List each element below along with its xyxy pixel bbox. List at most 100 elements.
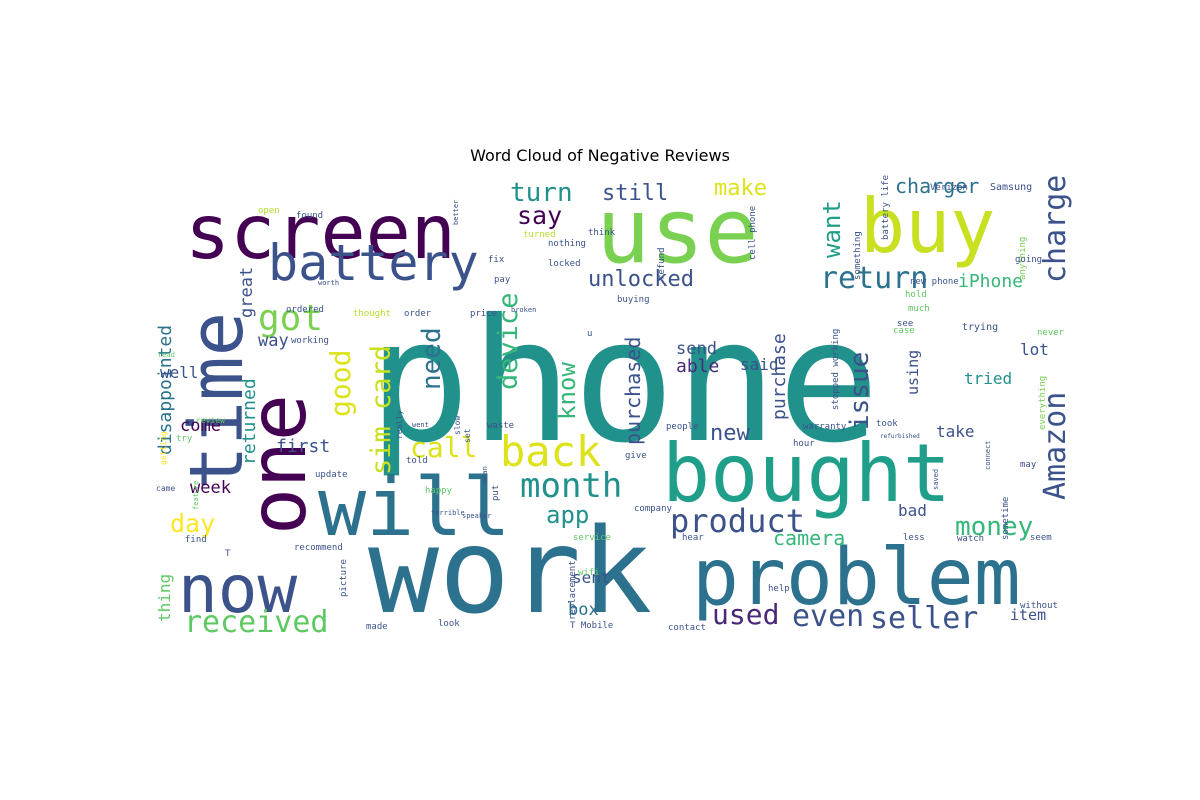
word-way: way	[258, 331, 289, 351]
word-mean: mean	[481, 466, 489, 483]
word-wifi: wifi	[578, 568, 600, 578]
word-hour: hour	[793, 439, 815, 449]
word-without: without	[1020, 601, 1058, 611]
word-better: better	[452, 200, 460, 225]
word-find: find	[185, 535, 207, 545]
word-went: went	[412, 421, 429, 429]
word-found: found	[296, 211, 323, 221]
word-saved: saved	[932, 469, 940, 490]
word-picture: picture	[339, 559, 349, 597]
word-replacement: replacement	[568, 560, 578, 620]
word-connect: connect	[984, 440, 992, 470]
word-new: new	[710, 421, 750, 446]
word-recommend: recommend	[294, 543, 343, 553]
word-using: using	[904, 350, 922, 395]
word-t: T	[225, 549, 231, 559]
word-anything: anything	[1018, 237, 1028, 280]
word-battery: battery	[268, 234, 479, 292]
word-time: time	[174, 312, 260, 490]
word-got: got	[258, 298, 323, 339]
word-refund: refund	[657, 247, 667, 280]
word-first: first	[276, 436, 330, 457]
word-bought: bought	[662, 427, 951, 520]
word-price: price	[470, 309, 497, 319]
word-screen: screen	[185, 188, 456, 276]
word-people: people	[666, 422, 699, 432]
word-day: day	[170, 509, 215, 538]
word-will: will	[318, 461, 511, 554]
word-great: great	[237, 267, 257, 318]
word-app: app	[546, 501, 589, 529]
word-review: review	[196, 416, 225, 425]
word-nothing: nothing	[548, 239, 586, 249]
word-never: never	[1037, 328, 1065, 338]
word-open: open	[258, 206, 280, 216]
word-device: device	[493, 292, 524, 390]
word-pay: pay	[494, 275, 511, 285]
word-cell-phone: cell phone	[748, 206, 758, 260]
word-made: made	[366, 622, 388, 632]
word-money: money	[955, 512, 1033, 542]
word-terrible: terrible	[431, 509, 465, 517]
word-turned: turned	[523, 230, 556, 240]
word-give: give	[625, 451, 647, 461]
word-product: product	[670, 502, 805, 540]
word-bad: bad	[898, 501, 927, 520]
word-issue: issue	[845, 352, 875, 430]
word-help: help	[768, 584, 790, 594]
word-used: used	[712, 598, 779, 631]
word-week: week	[190, 478, 231, 498]
word-thing: thing	[155, 574, 174, 622]
word-trying: trying	[962, 322, 998, 333]
word-return: return	[820, 261, 928, 296]
word-turn: turn	[510, 178, 573, 208]
word-sent: sent	[572, 568, 611, 587]
word-seller: seller	[870, 601, 978, 636]
word-think: think	[588, 228, 616, 238]
word-still: still	[602, 181, 668, 206]
word-stopped-working: stopped working	[831, 329, 841, 410]
word-really: really	[395, 410, 404, 439]
word-look: look	[438, 619, 460, 629]
word-order: order	[404, 309, 432, 319]
word-purchased: purchased	[621, 337, 645, 445]
chart-title: Word Cloud of Negative Reviews	[470, 146, 730, 165]
word-returned: returned	[239, 378, 260, 465]
word-charge: charge	[1038, 175, 1073, 283]
word-camera: camera	[773, 526, 845, 550]
word-work: work	[368, 502, 652, 640]
word-came: came	[156, 484, 175, 493]
word-now: now	[178, 551, 297, 628]
word-try: try	[176, 434, 193, 444]
word-unlocked: unlocked	[588, 267, 694, 292]
word-contact: contact	[668, 623, 706, 633]
word-come: come	[180, 416, 221, 436]
word-said: said	[740, 355, 779, 374]
word-update: update	[315, 470, 348, 480]
word-one: one	[234, 394, 324, 535]
word-ordered: ordered	[286, 305, 324, 315]
word-able: able	[676, 356, 719, 377]
word-feature: feature	[192, 480, 200, 510]
word-fix: fix	[488, 255, 505, 265]
word-send: send	[676, 339, 717, 359]
word-battery-life: battery life	[881, 175, 891, 240]
word-box: box	[568, 600, 599, 620]
word-refurbished: refurbished	[880, 433, 920, 440]
word-make: make	[714, 176, 767, 201]
word-call: call	[410, 431, 477, 464]
word-purchase: purchase	[769, 333, 790, 420]
word-worth: worth	[318, 279, 339, 287]
word-sim-card: sim card	[366, 345, 397, 475]
word-charger: charger	[895, 174, 979, 198]
word-took: took	[876, 419, 898, 429]
word-well: well	[160, 363, 199, 382]
word-locked: locked	[548, 259, 581, 269]
word-use: use	[596, 179, 759, 284]
word-month: month	[520, 466, 622, 506]
word-something: something	[853, 231, 863, 280]
word-happy: happy	[425, 486, 453, 496]
word-lot: lot	[1020, 340, 1049, 359]
word-want: want	[818, 200, 846, 258]
word-seem: seem	[1030, 533, 1052, 543]
